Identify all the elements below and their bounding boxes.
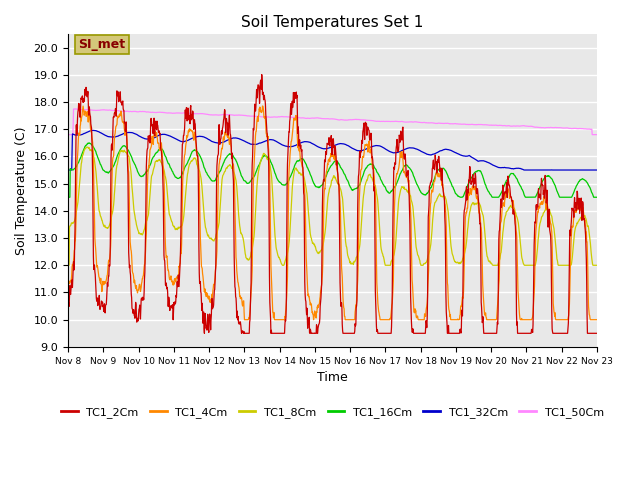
TC1_50Cm [484,122,492,128]
TC1_16Cm [484,187,492,193]
TC1_16Cm [64,194,72,200]
TC1_4Cm [241,317,249,323]
TC1_4Cm [64,317,72,323]
TC1_4Cm [415,317,422,323]
TC1_32Cm [90,128,98,133]
TC1_32Cm [415,147,422,153]
TC1_2Cm [169,303,177,309]
Y-axis label: Soil Temperature (C): Soil Temperature (C) [15,126,28,255]
Line: TC1_4Cm: TC1_4Cm [68,106,597,320]
TC1_2Cm [258,72,266,77]
TC1_16Cm [531,194,538,200]
TC1_16Cm [415,185,422,191]
TC1_16Cm [593,194,601,200]
TC1_32Cm [593,167,601,173]
TC1_2Cm [531,229,538,235]
TC1_4Cm [259,103,266,109]
TC1_8Cm [531,263,538,268]
X-axis label: Time: Time [317,371,348,384]
Text: SI_met: SI_met [79,38,125,51]
TC1_32Cm [484,159,492,165]
TC1_16Cm [170,170,177,176]
TC1_32Cm [64,167,72,173]
TC1_8Cm [83,144,91,150]
TC1_8Cm [415,254,422,260]
Line: TC1_32Cm: TC1_32Cm [68,131,597,170]
TC1_4Cm [593,317,601,323]
TC1_50Cm [64,132,72,137]
TC1_16Cm [182,162,190,168]
TC1_32Cm [241,139,249,144]
TC1_50Cm [415,120,422,125]
Title: Soil Temperatures Set 1: Soil Temperatures Set 1 [241,15,424,30]
TC1_8Cm [484,255,492,261]
TC1_8Cm [241,251,249,256]
TC1_50Cm [170,110,177,116]
TC1_50Cm [593,132,601,137]
TC1_50Cm [531,124,538,130]
TC1_32Cm [531,167,538,173]
TC1_2Cm [415,330,422,336]
TC1_32Cm [170,134,177,140]
TC1_8Cm [182,187,190,192]
TC1_4Cm [531,283,538,289]
TC1_16Cm [85,140,93,146]
TC1_2Cm [484,330,492,336]
TC1_2Cm [64,330,72,336]
TC1_4Cm [169,280,177,286]
TC1_8Cm [170,223,177,228]
TC1_50Cm [241,113,249,119]
Legend: TC1_2Cm, TC1_4Cm, TC1_8Cm, TC1_16Cm, TC1_32Cm, TC1_50Cm: TC1_2Cm, TC1_4Cm, TC1_8Cm, TC1_16Cm, TC1… [56,403,609,422]
TC1_32Cm [182,138,190,144]
TC1_2Cm [241,330,249,336]
TC1_8Cm [64,263,72,268]
TC1_50Cm [182,110,190,116]
TC1_4Cm [182,144,189,149]
TC1_4Cm [484,317,492,323]
Line: TC1_2Cm: TC1_2Cm [68,74,597,333]
TC1_8Cm [593,263,601,268]
TC1_50Cm [71,106,79,112]
Line: TC1_16Cm: TC1_16Cm [68,143,597,197]
TC1_2Cm [593,330,601,336]
Line: TC1_8Cm: TC1_8Cm [68,147,597,265]
TC1_2Cm [182,114,189,120]
Line: TC1_50Cm: TC1_50Cm [68,109,597,134]
TC1_16Cm [241,178,249,184]
